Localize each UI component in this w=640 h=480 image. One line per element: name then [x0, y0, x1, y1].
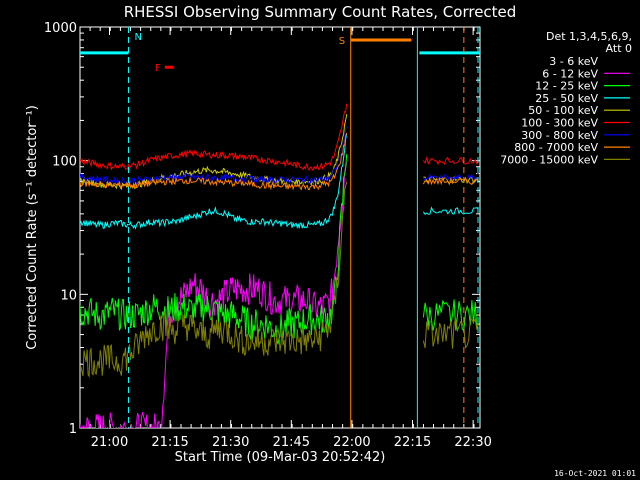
series-7000-15000-kev: [80, 181, 479, 378]
series-25-50-kev: [80, 133, 479, 230]
legend-header: Det 1,3,4,5,6,9,: [546, 30, 632, 43]
y-axis-label: Corrected Count Rate (s⁻¹ detector⁻¹): [25, 105, 40, 350]
legend-label: 300 - 800 keV: [521, 129, 598, 142]
y-tick-label: 1000: [44, 21, 77, 36]
legend-label: 3 - 6 keV: [549, 55, 598, 68]
generated-timestamp: 16-Oct-2021 01:01: [554, 469, 636, 478]
legend-label: 12 - 25 keV: [535, 80, 598, 93]
legend-label: 800 - 7000 keV: [514, 141, 598, 154]
plot-frame: [79, 26, 481, 429]
series-7000-15000-kev-segment: [422, 317, 479, 349]
legend-label: 7000 - 15000 keV: [500, 153, 598, 166]
chart-title: RHESSI Observing Summary Count Rates, Co…: [124, 3, 517, 21]
series-25-50-kev-segment: [422, 206, 479, 216]
y-tick-label: 100: [52, 155, 77, 170]
legend-label: 50 - 100 keV: [528, 104, 598, 117]
x-tick-label: 22:30: [454, 435, 491, 450]
y-tick-label: 1: [69, 422, 77, 437]
x-tick-label: 21:45: [273, 435, 310, 450]
series-7000-15000-kev-line: [80, 181, 348, 378]
series-50-100-kev-line: [80, 114, 348, 191]
series-300-800-kev: [80, 126, 479, 186]
x-tick-label: 21:00: [91, 435, 128, 450]
legend-header: Att 0: [606, 42, 632, 55]
flag-flare-label: F: [155, 63, 161, 74]
legend-label: 6 - 12 keV: [542, 67, 598, 80]
legend-label: 25 - 50 keV: [535, 92, 598, 105]
series-100-300-kev: [80, 103, 479, 171]
x-axis-label: Start Time (09-Mar-03 20:52:42): [175, 450, 386, 465]
series-3-6-kev-segment: [422, 165, 444, 197]
series-800-7000-kev-line: [80, 132, 348, 191]
series-100-300-kev-segment: [422, 156, 479, 166]
x-tick-label: 21:15: [151, 435, 188, 450]
x-tick-label: 21:30: [212, 435, 249, 450]
flag-saa-label: S: [339, 36, 345, 47]
series-50-100-kev: [80, 114, 479, 191]
flag-night-label: N: [134, 32, 141, 43]
x-tick-label: 22:15: [394, 435, 431, 450]
series-300-800-kev-line: [80, 126, 348, 186]
series-25-50-kev-line: [80, 133, 348, 230]
series-800-7000-kev: [80, 132, 479, 191]
y-tick-label: 10: [60, 288, 77, 303]
series-3-6-kev-line: [95, 166, 348, 428]
series-100-300-kev-line: [80, 103, 348, 171]
series-800-7000-kev-segment: [422, 176, 479, 186]
plot-area: [80, 103, 479, 428]
x-tick-label: 22:00: [333, 435, 370, 450]
legend-label: 100 - 300 keV: [521, 117, 598, 130]
